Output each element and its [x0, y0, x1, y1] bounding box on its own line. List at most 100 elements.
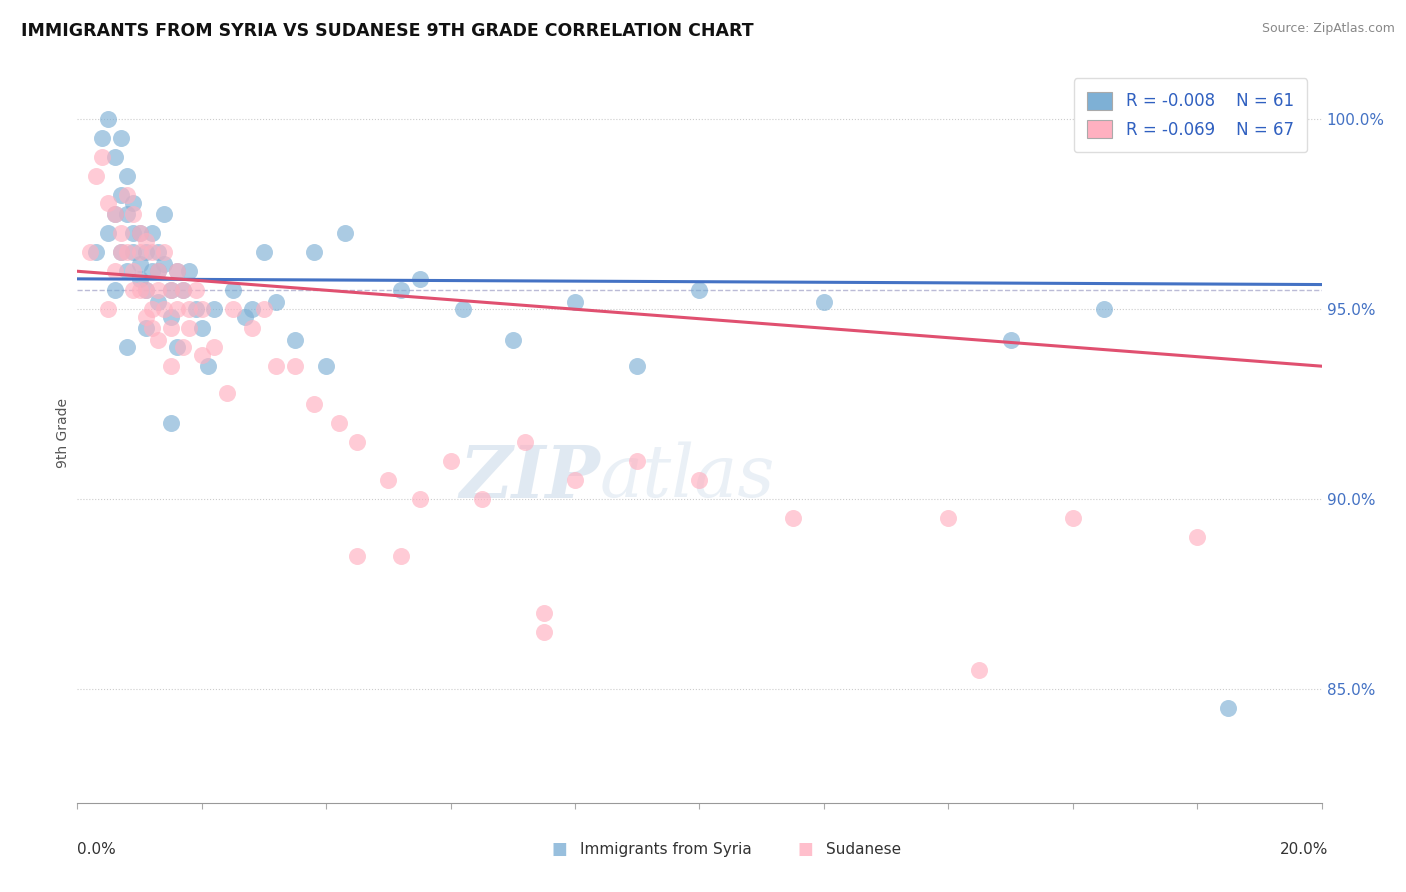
Point — [104, 283, 127, 297]
Point — [84, 169, 107, 184]
Point — [79, 245, 101, 260]
Point — [135, 283, 157, 297]
Text: 0.0%: 0.0% — [77, 842, 117, 856]
Point — [97, 302, 120, 317]
Point — [172, 283, 194, 297]
Point — [153, 257, 176, 271]
Point — [284, 359, 307, 374]
Point — [969, 663, 991, 677]
Point — [1092, 302, 1115, 317]
Point — [148, 264, 170, 278]
Text: Immigrants from Syria: Immigrants from Syria — [581, 842, 752, 856]
Point — [813, 294, 835, 309]
Point — [135, 321, 157, 335]
Point — [626, 454, 648, 468]
Point — [191, 302, 214, 317]
Point — [104, 207, 127, 221]
Point — [159, 359, 181, 374]
Point — [302, 245, 325, 260]
Text: atlas: atlas — [600, 442, 776, 512]
Point — [408, 491, 430, 506]
Point — [1187, 530, 1209, 544]
Point — [266, 359, 288, 374]
Point — [626, 359, 648, 374]
Point — [141, 264, 163, 278]
Point — [515, 435, 537, 450]
Point — [564, 473, 586, 487]
Point — [148, 283, 170, 297]
Point — [128, 272, 150, 286]
Point — [135, 234, 157, 248]
Point — [159, 283, 181, 297]
Point — [104, 264, 127, 278]
Text: 20.0%: 20.0% — [1281, 842, 1329, 856]
Point — [389, 549, 412, 563]
Point — [97, 195, 120, 210]
Point — [110, 245, 132, 260]
Point — [233, 310, 256, 324]
Point — [122, 195, 145, 210]
Point — [179, 302, 201, 317]
Point — [153, 245, 176, 260]
Point — [115, 207, 138, 221]
Point — [148, 333, 170, 347]
Point — [1218, 701, 1240, 715]
Point — [689, 473, 711, 487]
Point — [128, 227, 150, 241]
Point — [346, 549, 368, 563]
Point — [302, 397, 325, 411]
Text: Sudanese: Sudanese — [827, 842, 901, 856]
Point — [191, 321, 214, 335]
Point — [172, 340, 194, 354]
Point — [184, 283, 207, 297]
Point — [564, 294, 586, 309]
Point — [191, 348, 214, 362]
Point — [240, 321, 263, 335]
Point — [253, 302, 276, 317]
Point — [159, 283, 181, 297]
Point — [128, 283, 150, 297]
Point — [115, 340, 138, 354]
Point — [141, 302, 163, 317]
Point — [115, 245, 138, 260]
Point — [141, 321, 163, 335]
Point — [440, 454, 463, 468]
Point — [166, 302, 188, 317]
Point — [159, 321, 181, 335]
Point — [1062, 511, 1084, 525]
Point — [122, 227, 145, 241]
Point — [215, 385, 238, 400]
Y-axis label: 9th Grade: 9th Grade — [56, 398, 70, 467]
Point — [84, 245, 107, 260]
Point — [110, 227, 132, 241]
Point — [179, 264, 201, 278]
Point — [502, 333, 524, 347]
Point — [91, 150, 114, 164]
Point — [451, 302, 474, 317]
Point — [179, 321, 201, 335]
Point — [159, 416, 181, 430]
Point — [315, 359, 337, 374]
Point — [153, 207, 176, 221]
Point — [97, 112, 120, 127]
Point — [166, 264, 188, 278]
Point — [115, 188, 138, 202]
Point — [202, 302, 225, 317]
Point — [202, 340, 225, 354]
Point — [389, 283, 412, 297]
Point — [91, 131, 114, 145]
Point — [110, 131, 132, 145]
Text: Source: ZipAtlas.com: Source: ZipAtlas.com — [1261, 22, 1395, 36]
Point — [1000, 333, 1022, 347]
Point — [222, 283, 245, 297]
Point — [122, 207, 145, 221]
Point — [115, 264, 138, 278]
Point — [328, 416, 350, 430]
Point — [240, 302, 263, 317]
Point — [148, 264, 170, 278]
Point — [266, 294, 288, 309]
Point — [141, 245, 163, 260]
Point — [148, 294, 170, 309]
Point — [689, 283, 711, 297]
Point — [122, 283, 145, 297]
